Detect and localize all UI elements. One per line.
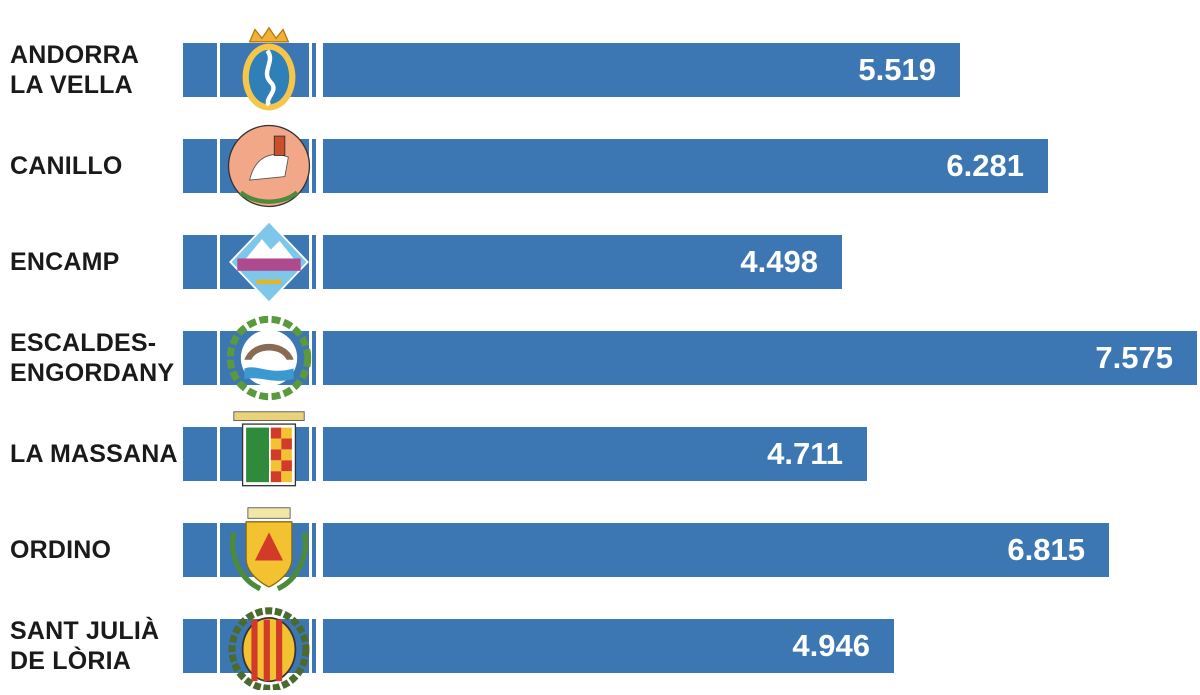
category-label: ESCALDES- ENGORDANY [10,310,180,406]
crest-backing-gap [217,235,220,289]
crest-backing-gap [309,139,312,193]
bar [323,235,842,289]
encamp-crest-icon [225,218,313,306]
category-label: ORDINO [10,502,180,598]
category-label-line: ANDORRA [10,41,140,69]
escaldes-engordany-crest-icon [225,314,313,402]
andorra-la-vella-crest-icon [225,26,313,114]
canillo-crest-icon [225,122,313,210]
category-label-line: ENCAMP [10,248,120,276]
category-label: ANDORRA LA VELLA [10,22,180,118]
crest-backing-gap [217,139,220,193]
crest-backing-gap [217,427,220,481]
category-label: CANILLO [10,118,180,214]
bar-row: ESCALDES- ENGORDANY 7.575 [0,310,1200,406]
value-label: 4.498 [740,244,818,279]
la-massana-crest-icon [225,410,313,498]
value-label: 7.575 [1095,340,1173,375]
crest-backing-gap [217,331,220,385]
bar [323,43,960,97]
bar [323,619,894,673]
category-label-line: LA VELLA [10,71,133,99]
crest-backing-gap [309,427,312,481]
category-label-line: SANT JULIÀ [10,617,160,645]
category-label: SANT JULIÀ DE LÒRIA [10,598,180,694]
crest-backing-gap [217,43,220,97]
category-label-line: ESCALDES- [10,329,157,357]
ordino-crest-icon [225,506,313,594]
category-label-line: DE LÒRIA [10,647,132,675]
bar [323,427,867,481]
value-label: 6.815 [1007,532,1085,567]
bar-row: CANILLO 6.281 [0,118,1200,214]
sant-julia-de-loria-crest-icon [225,602,313,692]
bar-row: LA MASSANA 4.711 [0,406,1200,502]
category-label-line: CANILLO [10,152,123,180]
category-label: LA MASSANA [10,406,180,502]
bar-row: SANT JULIÀ DE LÒRIA 4.946 [0,598,1200,694]
value-label: 5.519 [858,52,936,87]
crest-backing-gap [217,619,220,673]
category-label-line: ENGORDANY [10,359,175,387]
bar [323,523,1109,577]
crest-backing-gap [217,523,220,577]
bar [323,139,1048,193]
crest-backing-gap [309,43,312,97]
value-label: 6.281 [946,148,1024,183]
value-label: 4.711 [767,436,843,471]
category-label: ENCAMP [10,214,180,310]
bar [323,331,1197,385]
bar-chart: ANDORRA LA VELLA 5.519 CANILLO 6.281 ENCAMP 4.… [0,22,1200,692]
bar-row: ANDORRA LA VELLA 5.519 [0,22,1200,118]
value-label: 4.946 [792,628,870,663]
category-label-line: ORDINO [10,536,112,564]
crest-backing-gap [309,235,312,289]
bar-row: ORDINO 6.815 [0,502,1200,598]
bar-row: ENCAMP 4.498 [0,214,1200,310]
crest-backing-gap [309,619,312,673]
category-label-line: LA MASSANA [10,440,178,468]
crest-backing-gap [309,523,312,577]
